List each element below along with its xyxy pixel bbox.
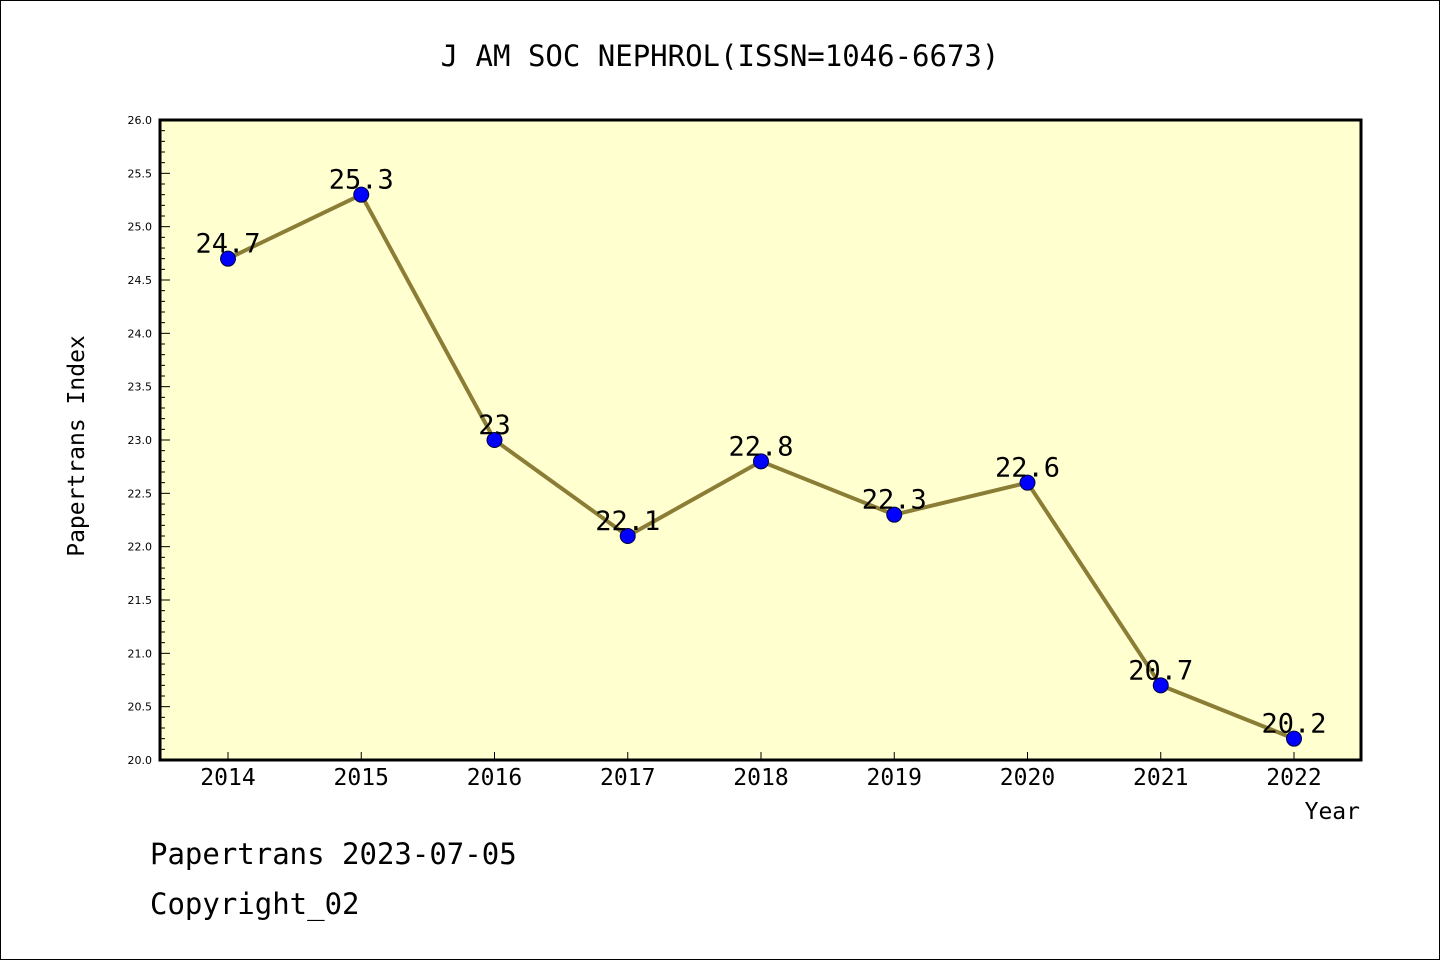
data-point — [1152, 677, 1169, 694]
y-tick-label: 22.0 — [128, 541, 153, 554]
x-tick-label: 2014 — [200, 765, 255, 791]
y-axis: 20.0 20.5 21.0 21.5 22.0 22.5 23.0 23.5 24.0 24.5… — [128, 114, 170, 767]
data-label: 20.7 — [1128, 655, 1193, 686]
y-tick-label: 25.0 — [128, 221, 153, 234]
data-point — [1286, 730, 1302, 747]
y-tick-label: 25.5 — [128, 167, 153, 180]
y-tick-label: 24.0 — [128, 327, 153, 340]
data-label: 25.3 — [329, 165, 394, 196]
data-point — [619, 528, 636, 544]
y-tick-label: 20.0 — [128, 754, 153, 767]
data-label: 22.3 — [862, 485, 927, 516]
y-axis-label: Papertrans Index — [64, 335, 90, 557]
x-axis-label: Year — [1305, 799, 1360, 825]
x-tick-label: 2022 — [1266, 765, 1321, 791]
data-point — [353, 186, 370, 203]
data-point — [1019, 474, 1036, 491]
y-tick-label: 24.5 — [128, 274, 153, 287]
plot-area — [158, 118, 1363, 762]
y-tick-label: 23.5 — [128, 381, 153, 394]
y-tick-label: 21.5 — [128, 594, 153, 607]
data-label: 20.2 — [1261, 709, 1326, 740]
data-point — [753, 453, 769, 470]
x-tick-label: 2017 — [600, 765, 655, 791]
data-label: 22.1 — [595, 506, 660, 537]
data-label: 22.8 — [728, 431, 793, 462]
x-tick-label: 2018 — [733, 765, 788, 791]
x-tick-label: 2020 — [1000, 765, 1055, 791]
data-labels: 24.7 25.3 23 22.1 22.8 22.3 22.6 20.7 20.2 — [195, 165, 1326, 740]
data-point — [886, 506, 903, 523]
y-tick-label: 20.5 — [128, 701, 153, 714]
y-tick-label: 23.0 — [128, 434, 153, 447]
y-tick-label: 21.0 — [128, 647, 153, 660]
y-tick-label: 26.0 — [128, 114, 153, 127]
footer-date: Papertrans 2023-07-05 — [150, 837, 517, 871]
data-label: 22.6 — [995, 453, 1060, 484]
data-label: 23 — [478, 410, 511, 441]
x-tick-label: 2016 — [467, 765, 522, 791]
x-tick-label: 2021 — [1133, 765, 1188, 791]
data-point — [220, 250, 236, 267]
footer-copyright: Copyright_02 — [150, 887, 360, 922]
x-tick-label: 2015 — [334, 765, 389, 791]
y-tick-label: 22.5 — [128, 487, 153, 500]
x-tick-label: 2019 — [867, 765, 922, 791]
chart-title: J AM SOC NEPHROL(ISSN=1046-6673) — [441, 39, 1000, 73]
x-axis: 2014 2015 2016 2017 2018 2019 2020 2021 2022 — [200, 752, 1322, 791]
data-label: 24.7 — [195, 229, 260, 260]
data-point — [486, 432, 503, 448]
series-markers — [220, 186, 1302, 747]
